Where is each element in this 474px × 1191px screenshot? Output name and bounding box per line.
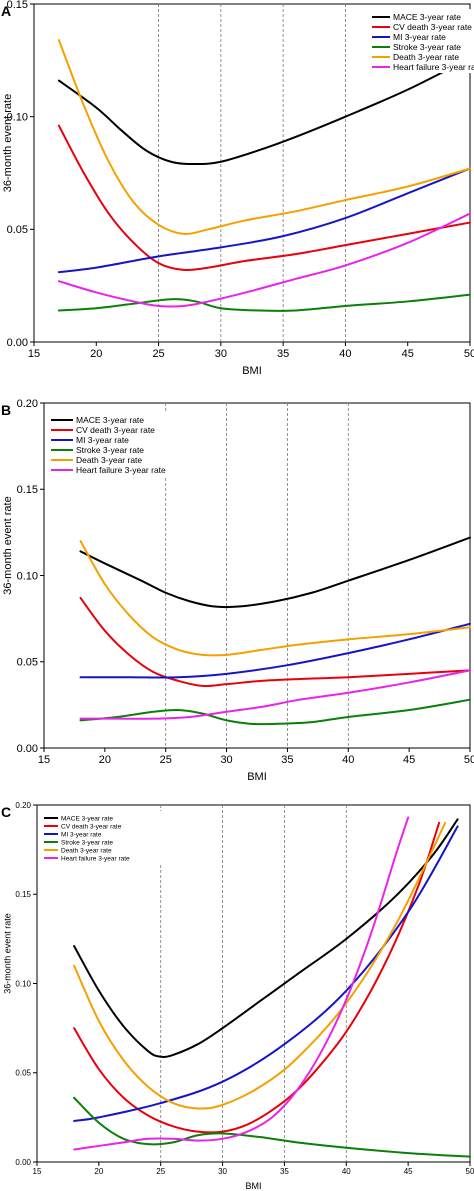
legend-entry: MACE 3-year rate: [393, 12, 461, 22]
panel-label: C: [1, 804, 11, 820]
series-line: [57, 167, 471, 274]
series-line: [79, 622, 471, 679]
x-tick-label: 20: [99, 754, 111, 766]
legend-entry: Stroke 3-year rate: [393, 42, 461, 52]
legend-entry: MACE 3-year rate: [76, 415, 144, 425]
series-line: [79, 596, 471, 688]
x-tick-label: 15: [33, 1167, 42, 1176]
panel-label: A: [1, 3, 11, 19]
x-tick-label: 35: [277, 348, 289, 360]
y-tick-label: 0.05: [15, 1069, 31, 1078]
legend-entry: Death 3-year rate: [76, 455, 142, 465]
series-line: [57, 57, 471, 165]
legend-box: [370, 9, 471, 73]
y-tick-label: 0.20: [15, 801, 31, 810]
series-line: [79, 540, 471, 657]
x-tick-label: 50: [464, 754, 474, 766]
x-tick-label: 25: [160, 754, 172, 766]
x-tick-label: 45: [403, 754, 415, 766]
series-line: [73, 816, 410, 1151]
y-tick-label: 0.00: [17, 743, 38, 755]
series-line: [57, 212, 471, 308]
x-tick-label: 15: [38, 754, 50, 766]
series-line: [73, 1096, 471, 1158]
series-line: [73, 821, 441, 1134]
y-axis-label: 36-month event rate: [2, 913, 12, 994]
y-axis-label: 36-month event rate: [2, 496, 14, 594]
x-tick-label: 40: [342, 1167, 351, 1176]
x-tick-label: 45: [402, 348, 414, 360]
legend-entry: Death 3-year rate: [393, 52, 459, 62]
x-tick-label: 40: [342, 754, 354, 766]
x-tick-label: 25: [156, 1167, 165, 1176]
legend-box: [42, 811, 167, 863]
panel-b: 15 20 25 30 35 40 45 50 0.00 0.05 0.10 0.15 0.20 BMI 3…: [1, 398, 474, 783]
x-tick-label: 25: [152, 348, 164, 360]
x-tick-label: 50: [464, 348, 474, 360]
series-line: [73, 821, 447, 1110]
y-tick-label: 0.00: [7, 337, 28, 349]
series-line: [79, 536, 471, 609]
x-tick-label: 45: [404, 1167, 413, 1176]
panel-label: B: [1, 402, 11, 418]
panel-a: 15 20 25 30 35 40 45 50 0.00 0.05 0.10 0.15 BMI 36-mo…: [1, 0, 474, 377]
plot-frame: [36, 804, 471, 1163]
y-tick-label: 0.05: [7, 224, 28, 236]
y-tick-label: 0.00: [15, 1158, 31, 1167]
legend-entry: Stroke 3-year rate: [61, 839, 113, 846]
x-tick-label: 30: [220, 754, 232, 766]
legend-entry: CV death 3-year rate: [61, 823, 122, 830]
series-line: [79, 669, 471, 720]
legend-entry: CV death 3-year rate: [393, 22, 472, 32]
legend-entry: CV death 3-year rate: [76, 425, 155, 435]
y-tick-label: 0.05: [17, 657, 38, 669]
legend-entry: Death 3-year rate: [61, 847, 112, 854]
x-axis-label: BMI: [247, 771, 267, 783]
series-line: [57, 124, 471, 272]
legend-entry: MI 3-year rate: [76, 435, 129, 445]
x-tick-label: 35: [281, 754, 293, 766]
y-tick-label: 0.10: [17, 570, 38, 582]
x-tick-label: 15: [28, 348, 40, 360]
x-tick-label: 35: [280, 1167, 289, 1176]
series-line: [57, 293, 471, 312]
x-axis-label: BMI: [242, 365, 262, 377]
x-tick-label: 30: [215, 348, 227, 360]
x-tick-label: 20: [90, 348, 102, 360]
series-line: [73, 818, 459, 1058]
legend-entry: Heart failure 3-year rate: [393, 62, 474, 72]
legend-entry: Heart failure 3-year rate: [76, 465, 166, 475]
legend-entry: MACE 3-year rate: [61, 815, 113, 822]
legend-entry: MI 3-year rate: [393, 32, 446, 42]
series-line: [79, 698, 471, 726]
legend-entry: Heart failure 3-year rate: [61, 855, 130, 862]
x-tick-label: 40: [339, 348, 351, 360]
series-line: [57, 39, 471, 235]
series-line: [73, 825, 459, 1122]
legend-box: [49, 412, 189, 476]
x-tick-label: 50: [466, 1167, 474, 1176]
y-tick-label: 0.15: [17, 484, 38, 496]
legend-entry: MI 3-year rate: [61, 831, 102, 838]
y-tick-label: 0.15: [7, 0, 28, 11]
y-axis-label: 36-month event rate: [2, 94, 14, 192]
x-axis-label: BMI: [245, 1181, 261, 1191]
x-tick-label: 20: [94, 1167, 103, 1176]
y-tick-label: 0.10: [7, 112, 28, 124]
y-tick-label: 0.15: [15, 890, 31, 899]
legend-entry: Stroke 3-year rate: [76, 445, 144, 455]
y-tick-label: 0.10: [15, 979, 31, 988]
panel-c: 15 20 25 30 35 40 45 50 0.00 0.05 0.10 0.15 0.20 BMI 3…: [1, 801, 474, 1191]
x-tick-label: 30: [218, 1167, 227, 1176]
y-tick-label: 0.20: [17, 398, 38, 410]
